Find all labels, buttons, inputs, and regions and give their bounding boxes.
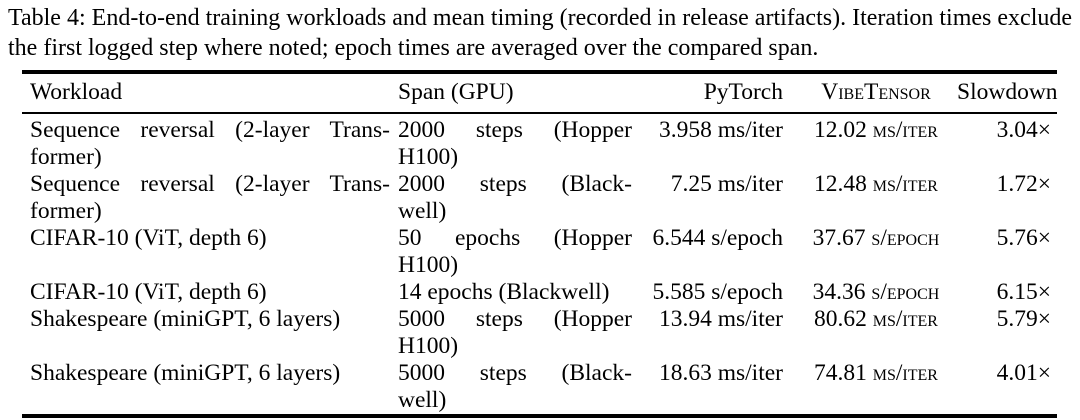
cell-span: 5000 steps (Hopper H100) [398, 306, 632, 359]
cell-pytorch: 7.25 ms/iter [670, 171, 783, 197]
cell-span: 14 epochs (Blackwell) [398, 279, 610, 305]
cell-span: 2000 steps (Hopper H100) [398, 117, 632, 170]
cell-slowdown: 3.04× [996, 117, 1051, 143]
cell-pytorch: 3.958 ms/iter [658, 117, 783, 143]
results-table: Workload Span (GPU) PyTorch VibeTensor S… [22, 70, 1058, 418]
caption-text: End-to-end training workloads and mean t… [8, 5, 1073, 61]
column-header-vibetensor: VibeTensor [821, 79, 931, 105]
cell-vibetensor: 80.62 ms/iter [814, 306, 938, 332]
cell-span: 50 epochs (Hopper H100) [398, 225, 632, 278]
table-row: Sequence reversal (2-layer Trans-former)… [22, 113, 1057, 171]
cell-pytorch: 13.94 ms/iter [658, 306, 783, 332]
cell-pytorch: 18.63 ms/iter [658, 360, 783, 386]
table-header: Workload Span (GPU) PyTorch VibeTensor S… [22, 72, 1058, 113]
cell-slowdown: 5.79× [996, 306, 1051, 332]
cell-slowdown: 5.76× [996, 225, 1051, 251]
cell-workload: CIFAR-10 (ViT, depth 6) [30, 279, 267, 305]
table-row: CIFAR-10 (ViT, depth 6) 14 epochs (Blackw… [22, 279, 1057, 306]
caption-label: Table 4: [8, 5, 86, 31]
cell-slowdown: 1.72× [996, 171, 1051, 197]
cell-vibetensor: 74.81 ms/iter [814, 360, 938, 386]
header-row: Workload Span (GPU) PyTorch VibeTensor S… [22, 72, 1058, 113]
table-body: Sequence reversal (2-layer Trans-former)… [22, 113, 1057, 416]
column-header-pytorch: PyTorch [703, 79, 783, 105]
table-row: CIFAR-10 (ViT, depth 6) 50 epochs (Hopper… [22, 225, 1057, 279]
cell-pytorch: 6.544 s/epoch [652, 225, 783, 251]
column-header-slowdown: Slowdown [957, 79, 1058, 105]
column-header-span-gpu: Span (GPU) [398, 79, 514, 105]
cell-vibetensor: 12.48 ms/iter [814, 171, 938, 197]
cell-workload: Shakespeare (miniGPT, 6 layers) [30, 360, 341, 386]
cell-workload: Shakespeare (miniGPT, 6 layers) [30, 306, 341, 332]
cell-workload: Sequence reversal (2-layer Trans-former) [30, 171, 390, 224]
cell-workload: Sequence reversal (2-layer Trans-former) [30, 117, 390, 170]
cell-slowdown: 6.15× [996, 279, 1051, 305]
table-row: Sequence reversal (2-layer Trans-former)… [22, 171, 1057, 225]
column-header-workload: Workload [30, 79, 123, 105]
cell-slowdown: 4.01× [996, 360, 1051, 386]
table-caption: Table 4: End-to-end training workloads a… [8, 3, 1072, 63]
cell-span: 5000 steps (Black-well) [398, 360, 632, 413]
cell-workload: CIFAR-10 (ViT, depth 6) [30, 225, 267, 251]
cell-vibetensor: 37.67 s/epoch [812, 225, 940, 251]
cell-vibetensor: 34.36 s/epoch [812, 279, 940, 305]
cell-pytorch: 5.585 s/epoch [652, 279, 783, 305]
cell-vibetensor: 12.02 ms/iter [814, 117, 938, 143]
table-row: Shakespeare (miniGPT, 6 layers) 5000 step… [22, 360, 1057, 416]
cell-span: 2000 steps (Black-well) [398, 171, 632, 224]
table-row: Shakespeare (miniGPT, 6 layers) 5000 step… [22, 306, 1057, 360]
